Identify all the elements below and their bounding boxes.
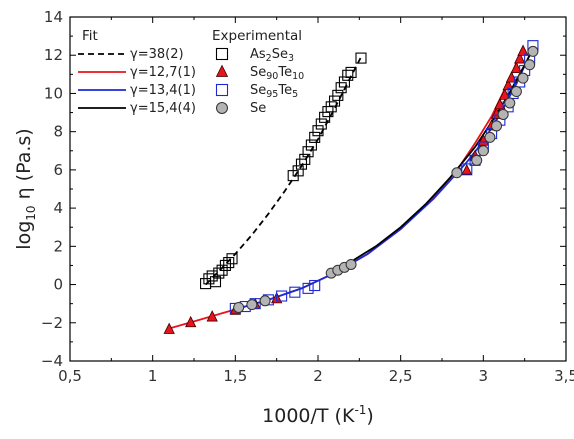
fit-curves (168, 47, 534, 330)
fit-line-4 (325, 49, 534, 274)
data-point (471, 154, 483, 166)
data-point (309, 279, 321, 292)
legend-marker (215, 83, 229, 97)
x-tick-label: 1,5 (223, 367, 247, 385)
y-tick-label: 2 (53, 237, 63, 255)
legend-marker (215, 47, 229, 61)
legend-fit-label: γ=15,4(4) (130, 101, 196, 116)
legend-fit-label: γ=12,7(1) (130, 65, 196, 80)
data-point (332, 89, 344, 101)
data-point (259, 295, 271, 307)
y-tick-label: 6 (53, 161, 63, 179)
x-axis-title: 1000/T (K-1) (262, 403, 374, 427)
legend-fit-title: Fit (82, 28, 98, 44)
data-point (312, 125, 324, 137)
data-point (499, 88, 511, 100)
data-point (524, 59, 536, 71)
series-1 (200, 52, 367, 290)
data-point (163, 322, 175, 334)
data-point (305, 139, 317, 151)
data-point (233, 301, 245, 313)
data-point (510, 61, 523, 73)
legend-series-label: Se95Te5 (250, 83, 298, 100)
x-tick-label: 2 (313, 367, 323, 385)
data-point (461, 163, 473, 176)
data-point (338, 76, 351, 88)
y-tick-label: −4 (41, 352, 63, 370)
data-point (302, 146, 314, 158)
data-point (226, 253, 238, 265)
data-point (206, 310, 218, 322)
x-tick-label: 3,5 (554, 367, 574, 385)
data-point (206, 270, 218, 282)
data-point (345, 258, 357, 270)
data-point (302, 282, 314, 294)
data-point (335, 82, 347, 94)
data-point (497, 108, 509, 120)
legend-series-label: As2Se3 (250, 47, 294, 64)
data-point (510, 86, 522, 98)
axis-ticks: 0,5 1 1,5 2 2,5 3 3,5 −4 −2 0 2 4 6 8 10 12 14 (41, 8, 574, 385)
x-tick-label: 2,5 (389, 367, 413, 385)
series-4 (233, 45, 539, 313)
data-point (276, 290, 288, 302)
y-tick-label: 4 (53, 199, 63, 217)
data-point (345, 66, 357, 78)
data-point (246, 299, 258, 311)
y-axis-title: log10 η (Pa.s) (13, 128, 38, 249)
y-tick-label: 8 (53, 123, 63, 141)
data-point (494, 98, 506, 110)
data-point (309, 131, 321, 143)
legend-marker (216, 102, 228, 114)
data-point (209, 276, 222, 288)
data-point (517, 72, 529, 84)
legend-exp-title: Experimental (212, 28, 302, 44)
legend-fit-label: γ=38(2) (130, 47, 184, 62)
data-point (319, 111, 331, 123)
legend: Fit γ=38(2) γ=12,7(1) γ=13,4(1) γ=15,4(4) Exp… (78, 28, 304, 116)
data-point (477, 145, 489, 157)
data-point (203, 273, 215, 285)
data-point (461, 163, 473, 175)
data-point (219, 259, 231, 271)
x-tick-label: 0,5 (58, 367, 82, 385)
data-point (504, 97, 516, 109)
legend-marker (215, 64, 229, 77)
y-tick-label: 14 (44, 8, 63, 26)
data-points (163, 40, 539, 334)
series-2 (163, 44, 529, 334)
data-point (491, 120, 503, 132)
data-point (514, 52, 526, 64)
y-tick-label: 0 (53, 276, 63, 294)
x-tick-label: 3 (479, 367, 489, 385)
y-tick-label: 12 (44, 46, 63, 64)
data-point (451, 167, 463, 179)
data-point (505, 71, 518, 83)
x-tick-label: 1 (148, 367, 158, 385)
data-point (527, 45, 539, 57)
legend-series-label: Se90Te10 (250, 65, 304, 82)
data-point (185, 315, 197, 328)
data-point (328, 95, 341, 107)
legend-fit-label: γ=13,4(1) (130, 83, 196, 98)
data-point (223, 257, 235, 269)
data-point (325, 101, 337, 113)
data-point (213, 267, 225, 279)
data-point (292, 165, 304, 177)
fit-line-2 (168, 54, 521, 330)
data-point (355, 52, 367, 64)
data-point (342, 69, 354, 81)
data-point (484, 131, 496, 143)
data-point (299, 153, 311, 165)
y-tick-label: 10 (44, 84, 63, 102)
y-tick-label: −2 (41, 314, 63, 332)
data-point (517, 44, 529, 56)
legend-series-label: Se (250, 101, 266, 116)
data-point (315, 118, 327, 130)
data-point (289, 286, 301, 298)
